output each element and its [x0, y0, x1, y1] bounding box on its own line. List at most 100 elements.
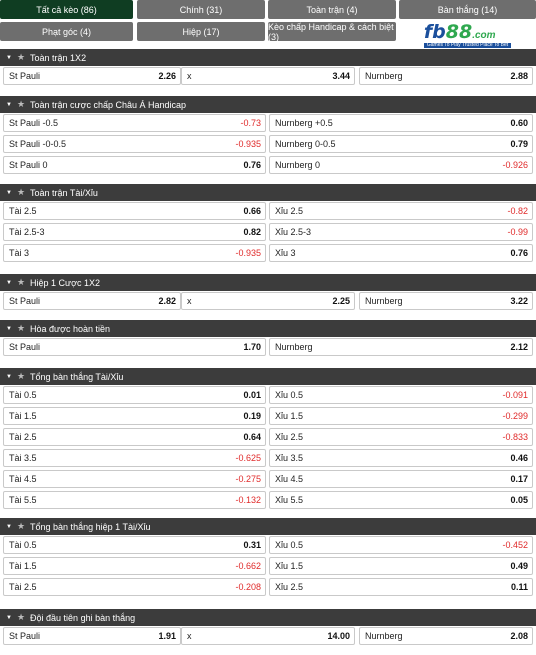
odds-value: 2.12 [510, 342, 528, 352]
odds-cell[interactable]: Xỉu 2.5-3 -0.99 [269, 223, 533, 241]
odds-value: 0.31 [243, 540, 261, 550]
collapse-caret-icon[interactable]: ▼ [6, 189, 12, 196]
odds-cell[interactable]: Tài 0.5 0.31 [3, 536, 266, 554]
odds-cell[interactable]: Xỉu 2.5 0.11 [269, 578, 533, 596]
section-header[interactable]: ▼ ★ Toàn trận 1X2 [0, 49, 536, 66]
section-header[interactable]: ▼ ★ Đội đầu tiên ghi bàn thắng [0, 609, 536, 626]
selection-label: Nurnberg [365, 296, 403, 306]
tab-corners[interactable]: Phạt góc (4) [0, 22, 133, 41]
favorite-star-icon[interactable]: ★ [16, 52, 26, 62]
odds-cell[interactable]: Tài 2.5 -0.208 [3, 578, 266, 596]
odds-cell[interactable]: x 2.25 [181, 292, 355, 310]
section-title: Toàn trận 1X2 [30, 52, 87, 63]
odds-value: -0.662 [235, 561, 261, 571]
collapse-caret-icon[interactable]: ▼ [6, 54, 12, 61]
collapse-caret-icon[interactable]: ▼ [6, 614, 12, 621]
selection-label: St Pauli -0.5 [9, 118, 59, 128]
tab-goals[interactable]: Bàn thắng (14) [399, 0, 536, 19]
selection-label: Xỉu 1.5 [275, 561, 304, 571]
odds-cell[interactable]: Nurnberg 2.88 [359, 67, 533, 85]
tab-full-match[interactable]: Toàn trận (4) [268, 0, 396, 19]
collapse-caret-icon[interactable]: ▼ [6, 101, 12, 108]
odds-value: 3.44 [332, 71, 350, 81]
odds-cell[interactable]: Nurnberg 2.12 [269, 338, 533, 356]
odds-cell[interactable]: Xỉu 0.5 -0.452 [269, 536, 533, 554]
favorite-star-icon[interactable]: ★ [16, 521, 26, 531]
odds-cell[interactable]: Tài 0.5 0.01 [3, 386, 266, 404]
odds-cell[interactable]: St Pauli -0.5 -0.73 [3, 114, 266, 132]
selection-label: Xỉu 3 [275, 248, 296, 258]
selection-label: Nurnberg +0.5 [275, 118, 333, 128]
odds-value: 0.82 [243, 227, 261, 237]
odds-cell[interactable]: Tài 3 -0.935 [3, 244, 266, 262]
odds-cell[interactable]: Tài 2.5-3 0.82 [3, 223, 266, 241]
favorite-star-icon[interactable]: ★ [16, 371, 26, 381]
odds-value: 0.05 [510, 495, 528, 505]
odds-cell[interactable]: x 14.00 [181, 627, 355, 645]
odds-value: 1.91 [158, 631, 176, 641]
section-header[interactable]: ▼ ★ Hiệp 1 Cược 1X2 [0, 274, 536, 291]
tab-all-markets[interactable]: Tất cả kèo (86) [0, 0, 133, 19]
odds-cell[interactable]: St Pauli 1.70 [3, 338, 266, 356]
collapse-caret-icon[interactable]: ▼ [6, 373, 12, 380]
selection-label: Xỉu 4.5 [275, 474, 304, 484]
favorite-star-icon[interactable]: ★ [16, 612, 26, 622]
odds-cell[interactable]: Xỉu 1.5 -0.299 [269, 407, 533, 425]
collapse-caret-icon[interactable]: ▼ [6, 325, 12, 332]
odds-cell[interactable]: St Pauli 2.82 [3, 292, 181, 310]
favorite-star-icon[interactable]: ★ [16, 323, 26, 333]
favorite-star-icon[interactable]: ★ [16, 277, 26, 287]
odds-cell[interactable]: Tài 1.5 -0.662 [3, 557, 266, 575]
selection-label: Tài 0.5 [9, 390, 37, 400]
odds-value: 0.46 [510, 453, 528, 463]
odds-cell[interactable]: St Pauli -0-0.5 -0.935 [3, 135, 266, 153]
tab-handicap[interactable]: Kèo chấp Handicap & cách biệt (3) [268, 22, 396, 42]
odds-cell[interactable]: Xỉu 0.5 -0.091 [269, 386, 533, 404]
odds-row: Tài 2.5 0.66 Xỉu 2.5 -0.82 [0, 202, 536, 220]
odds-cell[interactable]: St Pauli 0 0.76 [3, 156, 266, 174]
fb88-logo: fb 88 .com Games To Play Trusted Place T… [399, 20, 536, 50]
odds-cell[interactable]: Nurnberg 0 -0.926 [269, 156, 533, 174]
selection-label: Nurnberg [365, 631, 403, 641]
favorite-star-icon[interactable]: ★ [16, 187, 26, 197]
odds-cell[interactable]: Xỉu 3.5 0.46 [269, 449, 533, 467]
odds-cell[interactable]: Tài 3.5 -0.625 [3, 449, 266, 467]
selection-label: Xỉu 3.5 [275, 453, 304, 463]
odds-cell[interactable]: Xỉu 2.5 -0.82 [269, 202, 533, 220]
odds-cell[interactable]: Tài 4.5 -0.275 [3, 470, 266, 488]
section-header[interactable]: ▼ ★ Hòa được hoàn tiền [0, 320, 536, 337]
section-header[interactable]: ▼ ★ Toàn trận Tài/Xỉu [0, 184, 536, 201]
odds-cell[interactable]: Tài 2.5 0.64 [3, 428, 266, 446]
favorite-star-icon[interactable]: ★ [16, 99, 26, 109]
odds-value: 2.88 [510, 71, 528, 81]
section-header[interactable]: ▼ ★ Tổng bàn thắng hiệp 1 Tài/Xỉu [0, 518, 536, 535]
odds-cell[interactable]: Xỉu 1.5 0.49 [269, 557, 533, 575]
collapse-caret-icon[interactable]: ▼ [6, 279, 12, 286]
odds-cell[interactable]: Xỉu 3 0.76 [269, 244, 533, 262]
odds-cell[interactable]: Nurnberg 3.22 [359, 292, 533, 310]
odds-cell[interactable]: Tài 2.5 0.66 [3, 202, 266, 220]
collapse-caret-icon[interactable]: ▼ [6, 523, 12, 530]
odds-cell[interactable]: Nurnberg +0.5 0.60 [269, 114, 533, 132]
selection-label: x [187, 71, 192, 81]
odds-cell[interactable]: St Pauli 2.26 [3, 67, 181, 85]
odds-cell[interactable]: Xỉu 4.5 0.17 [269, 470, 533, 488]
tab-halves[interactable]: Hiệp (17) [137, 22, 265, 41]
odds-cell[interactable]: Xỉu 5.5 0.05 [269, 491, 533, 509]
odds-value: 0.76 [510, 248, 528, 258]
selection-label: St Pauli [9, 631, 41, 641]
odds-cell[interactable]: Tài 5.5 -0.132 [3, 491, 266, 509]
section-title: Tổng bàn thắng hiệp 1 Tài/Xỉu [30, 521, 151, 532]
odds-cell[interactable]: St Pauli 1.91 [3, 627, 181, 645]
tab-main[interactable]: Chính (31) [137, 0, 265, 19]
selection-label: Tài 2.5 [9, 206, 37, 216]
selection-label: Xỉu 2.5-3 [275, 227, 312, 237]
odds-cell[interactable]: Nurnberg 0-0.5 0.79 [269, 135, 533, 153]
odds-cell[interactable]: Xỉu 2.5 -0.833 [269, 428, 533, 446]
section-header[interactable]: ▼ ★ Toàn trận cược chấp Châu Á Handicap [0, 96, 536, 113]
odds-cell[interactable]: x 3.44 [181, 67, 355, 85]
odds-cell[interactable]: Nurnberg 2.08 [359, 627, 533, 645]
section-header[interactable]: ▼ ★ Tổng bàn thắng Tài/Xỉu [0, 368, 536, 385]
odds-cell[interactable]: Tài 1.5 0.19 [3, 407, 266, 425]
section-title: Toàn trận cược chấp Châu Á Handicap [30, 99, 187, 110]
